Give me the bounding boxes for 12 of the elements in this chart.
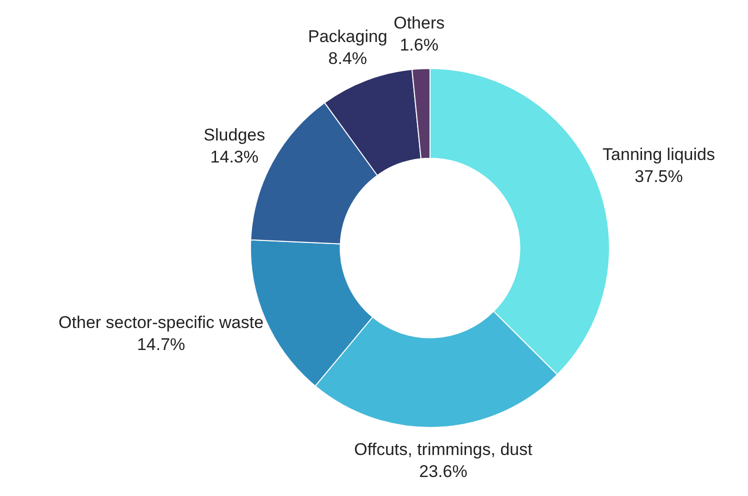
slice-label: Other sector-specific waste [58, 312, 264, 332]
data-label: 14.7% [136, 334, 186, 354]
data-label: 1.6% [400, 35, 438, 54]
slice-label: Offcuts, trimmings, dust [354, 440, 533, 459]
data-label: 23.6% [419, 462, 468, 481]
slice-label: Others [394, 13, 445, 32]
slice-label: Tanning liquids [602, 144, 715, 164]
data-label: 8.4% [328, 49, 368, 68]
data-label: 37.5% [634, 166, 683, 186]
data-label: 14.3% [210, 147, 258, 166]
slice-label: Packaging [308, 27, 388, 46]
slice-label: Sludges [204, 125, 266, 144]
